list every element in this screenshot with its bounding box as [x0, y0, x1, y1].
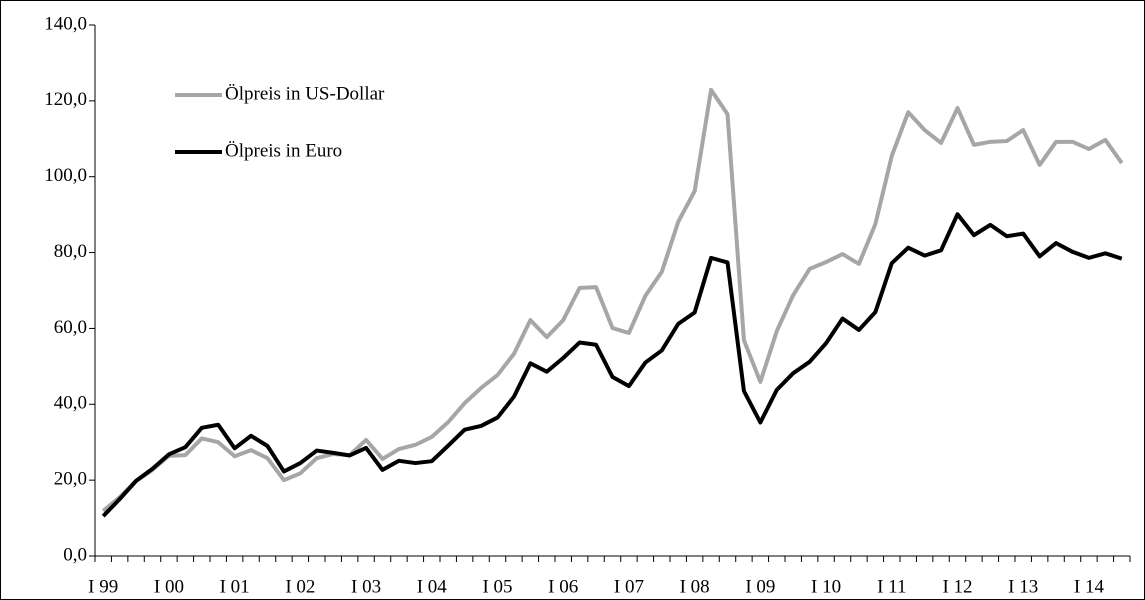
x-tick-label: I 10	[811, 576, 841, 597]
x-tick-label: I 07	[614, 576, 644, 597]
x-tick-label: I 06	[548, 576, 578, 597]
y-tick-label: 100,0	[44, 165, 87, 186]
x-tick-label: I 05	[482, 576, 512, 597]
x-tick-label: I 01	[220, 576, 250, 597]
y-tick-label: 60,0	[54, 317, 87, 338]
series-line	[101, 212, 1123, 518]
x-tick-label: I 04	[417, 576, 448, 597]
x-tick-label: I 14	[1074, 576, 1105, 597]
x-tick-label: I 99	[88, 576, 118, 597]
y-tick-label: 40,0	[54, 393, 87, 414]
legend-label: Ölpreis in US-Dollar	[225, 83, 385, 104]
x-tick-label: I 13	[1008, 576, 1038, 597]
x-tick-label: I 02	[285, 576, 315, 597]
y-tick-label: 20,0	[54, 469, 87, 490]
x-tick-label: I 08	[680, 576, 710, 597]
x-tick-label: I 03	[351, 576, 381, 597]
x-tick-label: I 11	[877, 576, 906, 597]
y-tick-label: 0,0	[63, 544, 87, 565]
legend-label: Ölpreis in Euro	[225, 140, 342, 161]
x-tick-label: I 09	[745, 576, 775, 597]
y-tick-label: 80,0	[54, 241, 87, 262]
y-tick-label: 120,0	[44, 89, 87, 110]
y-tick-label: 140,0	[44, 13, 87, 34]
x-tick-label: I 00	[154, 576, 184, 597]
series-line	[101, 87, 1124, 513]
x-tick-label: I 12	[942, 576, 972, 597]
